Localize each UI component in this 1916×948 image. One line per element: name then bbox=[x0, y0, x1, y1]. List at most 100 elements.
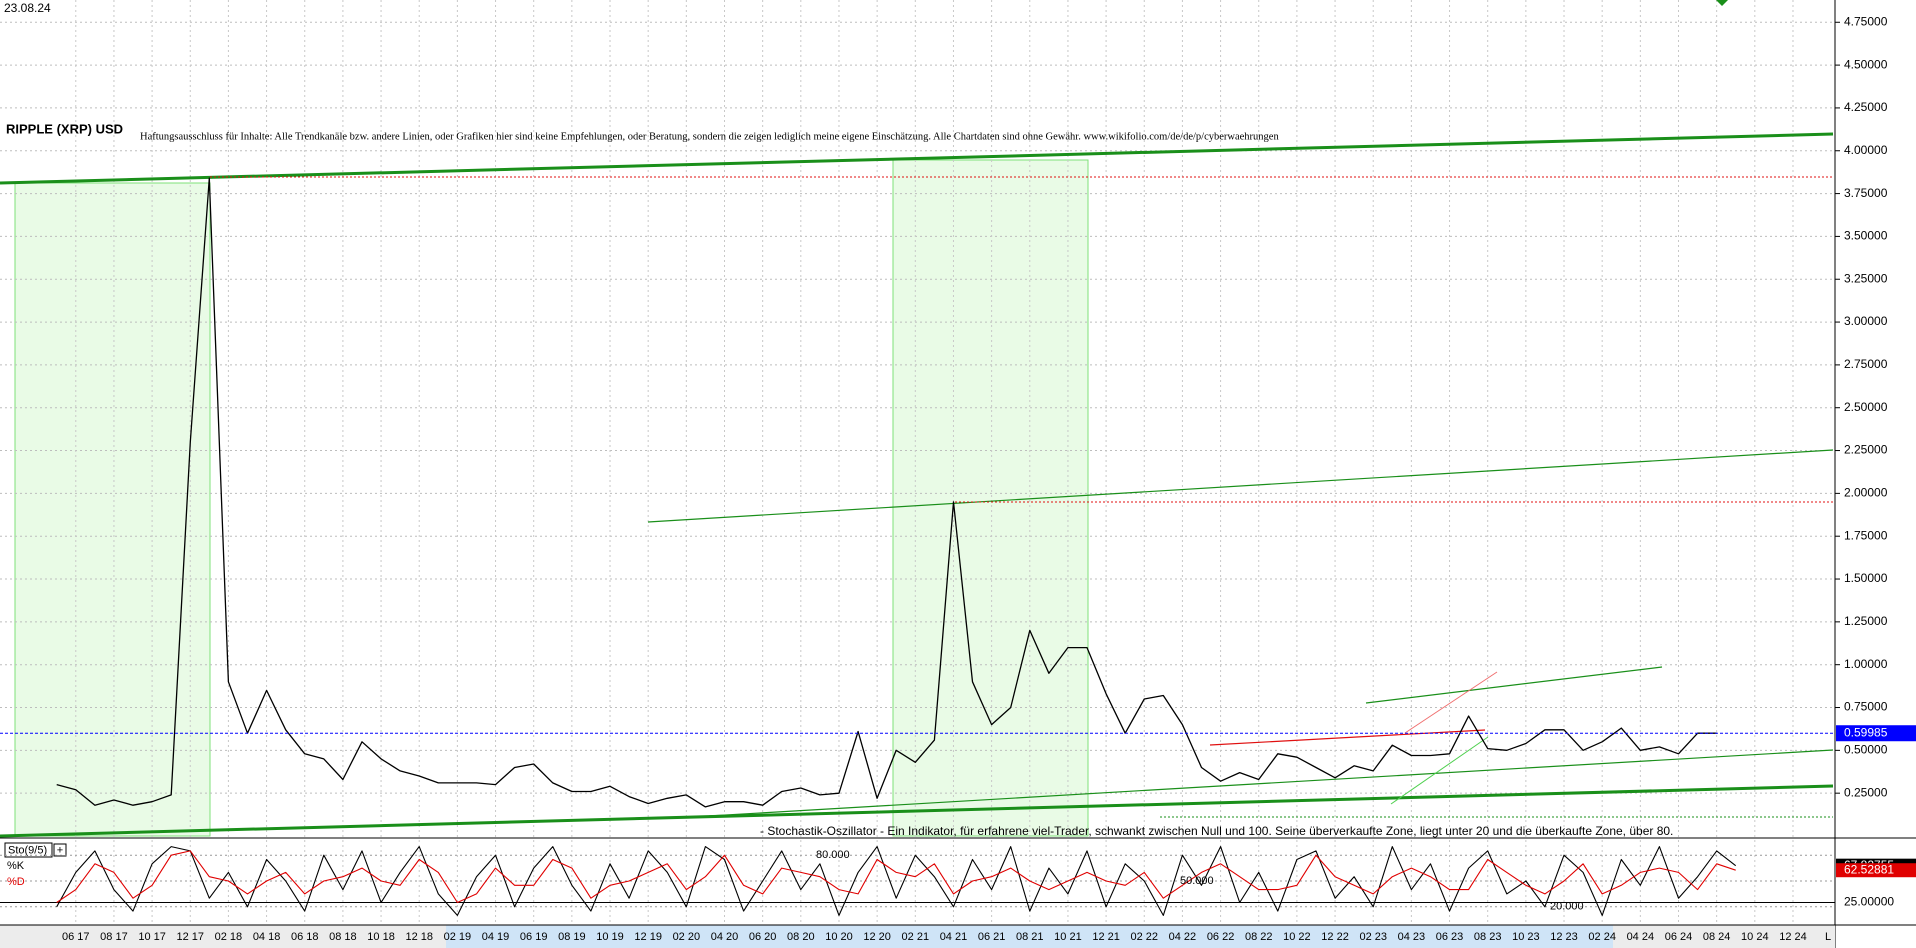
y-tick-label: 4.25000 bbox=[1844, 100, 1888, 114]
trend-line bbox=[1365, 666, 1663, 704]
x-tick-label: 04 20 bbox=[711, 931, 739, 943]
trend-line bbox=[647, 449, 1834, 523]
x-tick-label: 12 22 bbox=[1321, 931, 1349, 943]
x-tick-label: 02 19 bbox=[444, 931, 472, 943]
y-tick-label: 4.50000 bbox=[1844, 57, 1888, 71]
x-tick-label: 04 24 bbox=[1627, 931, 1655, 943]
trend-line bbox=[0, 132, 1834, 185]
y-tick-label: 3.00000 bbox=[1844, 314, 1888, 328]
x-tick-label: 06 24 bbox=[1665, 931, 1693, 943]
x-tick-label: 12 18 bbox=[405, 931, 433, 943]
x-tick-label: 04 21 bbox=[940, 931, 968, 943]
current-price-label: 0.59985 bbox=[1844, 725, 1888, 739]
x-tick-label: 02 22 bbox=[1130, 931, 1158, 943]
y-tick-label: 3.50000 bbox=[1844, 229, 1888, 243]
marker bbox=[1716, 0, 1728, 6]
y-tick-label: 25.00000 bbox=[1844, 895, 1894, 909]
y-tick-label: 0.25000 bbox=[1844, 785, 1888, 799]
x-tick-label: 10 22 bbox=[1283, 931, 1311, 943]
level-label: 20.000 bbox=[1550, 901, 1584, 913]
x-tick-label: 08 19 bbox=[558, 931, 586, 943]
x-tick-label: 08 23 bbox=[1474, 931, 1502, 943]
x-tick-label: 12 23 bbox=[1550, 931, 1578, 943]
trend-line bbox=[708, 749, 1834, 817]
y-tick-label: 4.00000 bbox=[1844, 143, 1888, 157]
x-tick-label: 10 24 bbox=[1741, 931, 1769, 943]
x-tick-label: 02 20 bbox=[673, 931, 701, 943]
x-tick-label: 12 24 bbox=[1779, 931, 1807, 943]
x-tick-label: 06 21 bbox=[978, 931, 1006, 943]
last-value-box bbox=[1836, 863, 1916, 878]
trend-line bbox=[1209, 729, 1486, 746]
disclaimer: Haftungsausschluss für Inhalte: Alle Tre… bbox=[140, 131, 1279, 142]
indicator-title: Sto(9/5) bbox=[8, 844, 47, 856]
expand-button[interactable] bbox=[53, 843, 67, 857]
x-tick-label: 08 24 bbox=[1703, 931, 1731, 943]
x-tick-label: 06 17 bbox=[62, 931, 90, 943]
x-tick-label: 10 19 bbox=[596, 931, 624, 943]
y-tick-label: 0.50000 bbox=[1844, 743, 1888, 757]
x-axis-end-label: L bbox=[1825, 931, 1831, 943]
trend-line bbox=[0, 784, 1834, 838]
x-tick-label: 12 20 bbox=[863, 931, 891, 943]
x-tick-label: 12 17 bbox=[176, 931, 204, 943]
y-tick-label: 3.75000 bbox=[1844, 186, 1888, 200]
trend-lines bbox=[0, 0, 1834, 838]
x-tick-label: 04 19 bbox=[482, 931, 510, 943]
x-tick-label: 08 22 bbox=[1245, 931, 1273, 943]
x-tick-label: 02 21 bbox=[902, 931, 930, 943]
x-tick-label: 08 18 bbox=[329, 931, 357, 943]
x-tick-label: 02 23 bbox=[1359, 931, 1387, 943]
grid bbox=[0, 0, 1835, 924]
y-tick-label: 1.50000 bbox=[1844, 571, 1888, 585]
trend-line bbox=[1390, 736, 1489, 805]
x-tick-label: 12 19 bbox=[634, 931, 662, 943]
x-tick-label: 10 20 bbox=[825, 931, 853, 943]
x-tick-label: 06 19 bbox=[520, 931, 548, 943]
x-tick-label: 06 22 bbox=[1207, 931, 1235, 943]
x-axis-highlight bbox=[446, 925, 1613, 948]
price-line bbox=[56, 177, 1717, 808]
date: 23.08.24 bbox=[4, 1, 51, 15]
last-value-label: 62.52881 bbox=[1844, 862, 1894, 876]
shaded-zone bbox=[892, 159, 1089, 837]
y-tick-label: 1.25000 bbox=[1844, 614, 1888, 628]
y-tick-label: 1.00000 bbox=[1844, 657, 1888, 671]
shaded-zone bbox=[14, 182, 211, 837]
legend-label: %K bbox=[7, 860, 25, 872]
y-tick-label: 3.25000 bbox=[1844, 271, 1888, 285]
indicator-box bbox=[4, 842, 53, 858]
x-tick-label: 04 18 bbox=[253, 931, 281, 943]
x-tick-label: 04 22 bbox=[1169, 931, 1197, 943]
x-tick-label: 08 21 bbox=[1016, 931, 1044, 943]
y-tick-label: 2.00000 bbox=[1844, 486, 1888, 500]
x-tick-label: 10 23 bbox=[1512, 931, 1540, 943]
expand-icon: + bbox=[57, 844, 63, 856]
current-price-box bbox=[1836, 725, 1916, 742]
x-tick-label: 04 23 bbox=[1398, 931, 1426, 943]
x-tick-label: 02 18 bbox=[215, 931, 243, 943]
x-tick-label: 10 17 bbox=[138, 931, 166, 943]
x-tick-label: 06 23 bbox=[1436, 931, 1464, 943]
legend-label: %D bbox=[7, 876, 25, 888]
x-tick-label: 12 21 bbox=[1092, 931, 1120, 943]
x-tick-label: 10 18 bbox=[367, 931, 395, 943]
level-label: 80.000 bbox=[816, 849, 850, 861]
y-tick-label: 4.75000 bbox=[1844, 14, 1888, 28]
stochastic-line bbox=[56, 850, 1736, 904]
x-tick-label: 08 17 bbox=[100, 931, 128, 943]
y-tick-label: 1.75000 bbox=[1844, 528, 1888, 542]
trend-line bbox=[1404, 671, 1498, 734]
y-tick-label: 2.50000 bbox=[1844, 400, 1888, 414]
level-label: 50.000 bbox=[1180, 875, 1214, 887]
x-tick-label: 08 20 bbox=[787, 931, 815, 943]
chart-title: RIPPLE (XRP) USD bbox=[6, 121, 123, 136]
y-tick-label: 0.75000 bbox=[1844, 700, 1888, 714]
y-tick-label: 2.75000 bbox=[1844, 357, 1888, 371]
x-tick-label: 02 24 bbox=[1588, 931, 1616, 943]
x-tick-label: 06 18 bbox=[291, 931, 319, 943]
indicator-description: - Stochastik-Oszillator - Ein Indikator,… bbox=[760, 824, 1673, 838]
x-tick-label: 10 21 bbox=[1054, 931, 1082, 943]
